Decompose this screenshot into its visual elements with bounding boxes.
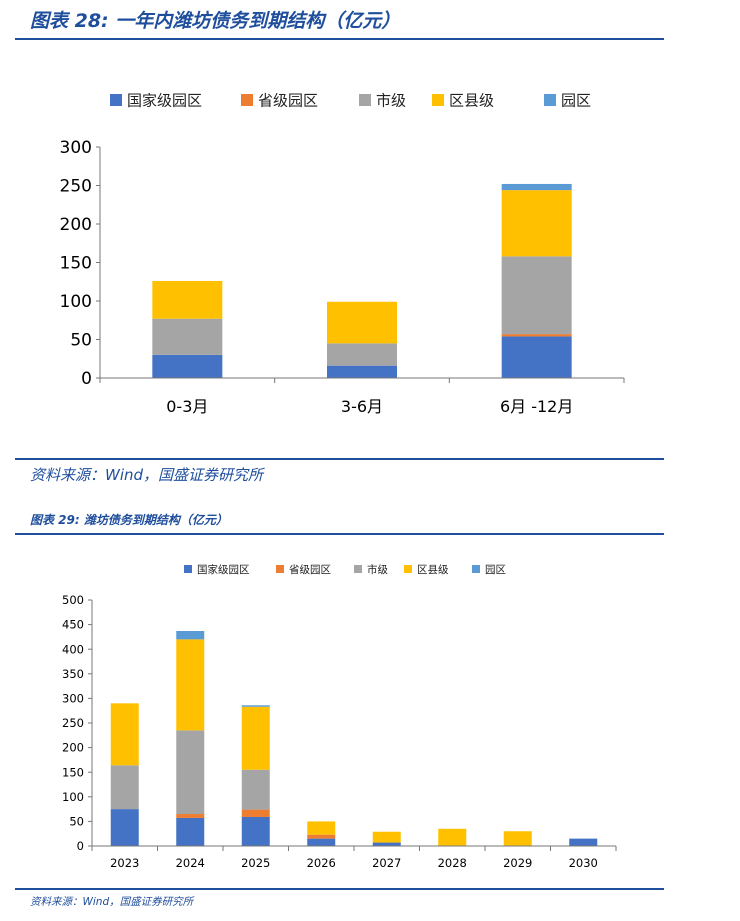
chart-2-legend-label-0: 国家级园区 <box>197 563 250 576</box>
chart-2-bar-2-0 <box>241 816 270 846</box>
chart-1-y-tick-label-5: 250 <box>60 177 92 197</box>
chart-2-bar-3-3 <box>307 821 336 835</box>
chart-2-y-tick-label-7: 350 <box>62 667 84 681</box>
chart-2-x-tick-label-5: 2028 <box>438 856 467 870</box>
chart-2-bar-2-1 <box>241 809 270 817</box>
chart-1-bars <box>152 183 572 378</box>
chart-2-bar-2-4 <box>241 705 270 707</box>
chart-2-bottom-rule <box>15 888 664 890</box>
chart-2-legend-swatch-2 <box>354 565 362 573</box>
chart-2-y-tick-label-10: 500 <box>62 593 84 607</box>
chart-1-legend-label-2: 市级 <box>376 91 406 109</box>
chart-2-x-tick-label-0: 2023 <box>110 856 139 870</box>
chart-1-legend-swatch-1 <box>241 94 253 106</box>
chart-2-bar-1-0 <box>176 817 205 846</box>
chart-1-bar-2-2 <box>501 256 572 335</box>
chart-1-x-tick-label-0: 0-3月 <box>166 397 208 416</box>
chart-2-y-tick-label-3: 150 <box>62 765 84 779</box>
chart-2-bar-1-4 <box>176 630 205 640</box>
chart-2-legend-swatch-0 <box>184 565 192 573</box>
chart-2-bar-3-1 <box>307 834 336 839</box>
chart-1-legend: 国家级园区 省级园区 市级 区县级 园区 <box>110 91 591 109</box>
chart-2-bar-1-3 <box>176 639 205 731</box>
chart-2-y-axis: 0 50 100 150 200 250 300 350 400 450 500 <box>62 593 93 853</box>
chart-2-bar-5-3 <box>438 828 467 846</box>
chart-2-bar-1-2 <box>176 730 205 815</box>
chart-1-y-tick-label-3: 150 <box>60 254 92 274</box>
chart-2-bar-7-0 <box>569 838 598 846</box>
chart-1-x-tick-label-1: 3-6月 <box>341 397 383 416</box>
chart-2-bar-1-1 <box>176 814 205 818</box>
chart-1-debt-maturity-within-one-year: 国家级园区 省级园区 市级 区县级 园区 0 50 100 150 200 250 300 0-3月… <box>60 91 625 416</box>
chart-2-legend-swatch-3 <box>404 565 412 573</box>
chart-1-bottom-rule <box>15 458 664 460</box>
chart-1-bar-2-3 <box>501 190 572 257</box>
chart-2-y-tick-label-0: 0 <box>77 839 84 853</box>
chart-2-bar-0-3 <box>110 703 139 766</box>
chart-2-legend-swatch-1 <box>276 565 284 573</box>
chart-2-x-tick-label-1: 2024 <box>176 856 205 870</box>
chart-1-x-tick-label-2: 6月 -12月 <box>500 397 573 416</box>
chart-2-x-tick-label-3: 2026 <box>307 856 336 870</box>
title-rule-1 <box>15 38 664 40</box>
chart-2-bar-4-3 <box>372 831 401 843</box>
chart-2-legend: 国家级园区 省级园区 市级 区县级 园区 <box>184 563 506 576</box>
chart-2-bar-6-3 <box>503 831 532 846</box>
title-rule-2 <box>15 533 664 535</box>
chart-1-bar-0-3 <box>152 280 223 319</box>
chart-1-legend-swatch-4 <box>544 94 556 106</box>
chart-1-bar-0-2 <box>152 318 223 355</box>
chart-1-y-tick-label-4: 200 <box>60 215 92 235</box>
chart-2-y-tick-label-4: 200 <box>62 741 84 755</box>
chart-2-bar-2-3 <box>241 706 270 770</box>
chart-2-x-tick-label-2: 2025 <box>241 856 270 870</box>
figure-28-source: 资料来源：Wind，国盛证券研究所 <box>30 466 264 484</box>
chart-1-y-tick-label-2: 100 <box>60 292 92 312</box>
chart-1-y-tick-label-0: 0 <box>81 369 92 389</box>
figure-29-title: 图表 29: 潍坊债务到期结构（亿元） <box>30 513 228 527</box>
chart-2-y-tick-label-6: 300 <box>62 692 84 706</box>
chart-1-y-axis: 0 50 100 150 200 250 300 <box>60 138 101 389</box>
chart-2-legend-swatch-4 <box>472 565 480 573</box>
chart-2-bars <box>110 630 598 846</box>
chart-1-y-tick-label-6: 300 <box>60 138 92 158</box>
chart-1-legend-label-3: 区县级 <box>449 91 494 109</box>
chart-1-legend-label-4: 园区 <box>561 91 591 109</box>
chart-2-legend-label-4: 园区 <box>485 564 506 576</box>
chart-2-legend-label-2: 市级 <box>367 563 388 576</box>
chart-2-legend-label-3: 区县级 <box>417 564 449 576</box>
chart-2-y-tick-label-1: 50 <box>69 815 84 829</box>
figure-28-title: 图表 28: 一年内潍坊债务到期结构（亿元） <box>30 10 401 32</box>
chart-2-y-tick-label-2: 100 <box>62 790 84 804</box>
chart-1-legend-swatch-3 <box>432 94 444 106</box>
chart-1-bar-2-4 <box>501 183 572 191</box>
chart-1-x-axis: 0-3月 3-6月 6月 -12月 <box>99 377 625 416</box>
chart-1-y-tick-label-1: 50 <box>70 331 92 351</box>
chart-1-bar-0-0 <box>152 354 223 378</box>
chart-2-bar-3-0 <box>307 838 336 846</box>
chart-2-bar-4-0 <box>372 842 401 846</box>
chart-2-debt-maturity-by-year: 国家级园区 省级园区 市级 区县级 园区 0 50 100 150 200 250 300 350 40… <box>62 563 617 870</box>
chart-1-bar-1-0 <box>327 365 397 378</box>
chart-2-x-tick-label-4: 2027 <box>372 856 401 870</box>
chart-1-bar-1-2 <box>327 343 397 366</box>
chart-1-legend-swatch-2 <box>359 94 371 106</box>
chart-1-bar-2-0 <box>501 336 572 378</box>
chart-1-bar-2-1 <box>501 334 572 337</box>
chart-2-legend-label-1: 省级园区 <box>289 563 331 576</box>
chart-1-legend-label-1: 省级园区 <box>258 91 318 109</box>
chart-2-y-tick-label-9: 450 <box>62 618 84 632</box>
chart-2-y-tick-label-5: 250 <box>62 716 84 730</box>
chart-1-bar-1-3 <box>327 301 397 344</box>
chart-2-x-tick-label-7: 2030 <box>569 856 598 870</box>
figure-29-source: 资料来源：Wind，国盛证券研究所 <box>30 896 194 908</box>
chart-2-bar-2-2 <box>241 769 270 810</box>
chart-2-bar-0-2 <box>110 765 139 810</box>
chart-2-x-tick-label-6: 2029 <box>503 856 532 870</box>
chart-1-legend-swatch-0 <box>110 94 122 106</box>
chart-2-y-tick-label-8: 400 <box>62 642 84 656</box>
chart-2-bar-0-0 <box>110 809 139 846</box>
chart-1-legend-label-0: 国家级园区 <box>127 91 202 109</box>
chart-2-x-axis: 2023 2024 2025 2026 2027 2028 2029 2030 <box>91 845 617 870</box>
